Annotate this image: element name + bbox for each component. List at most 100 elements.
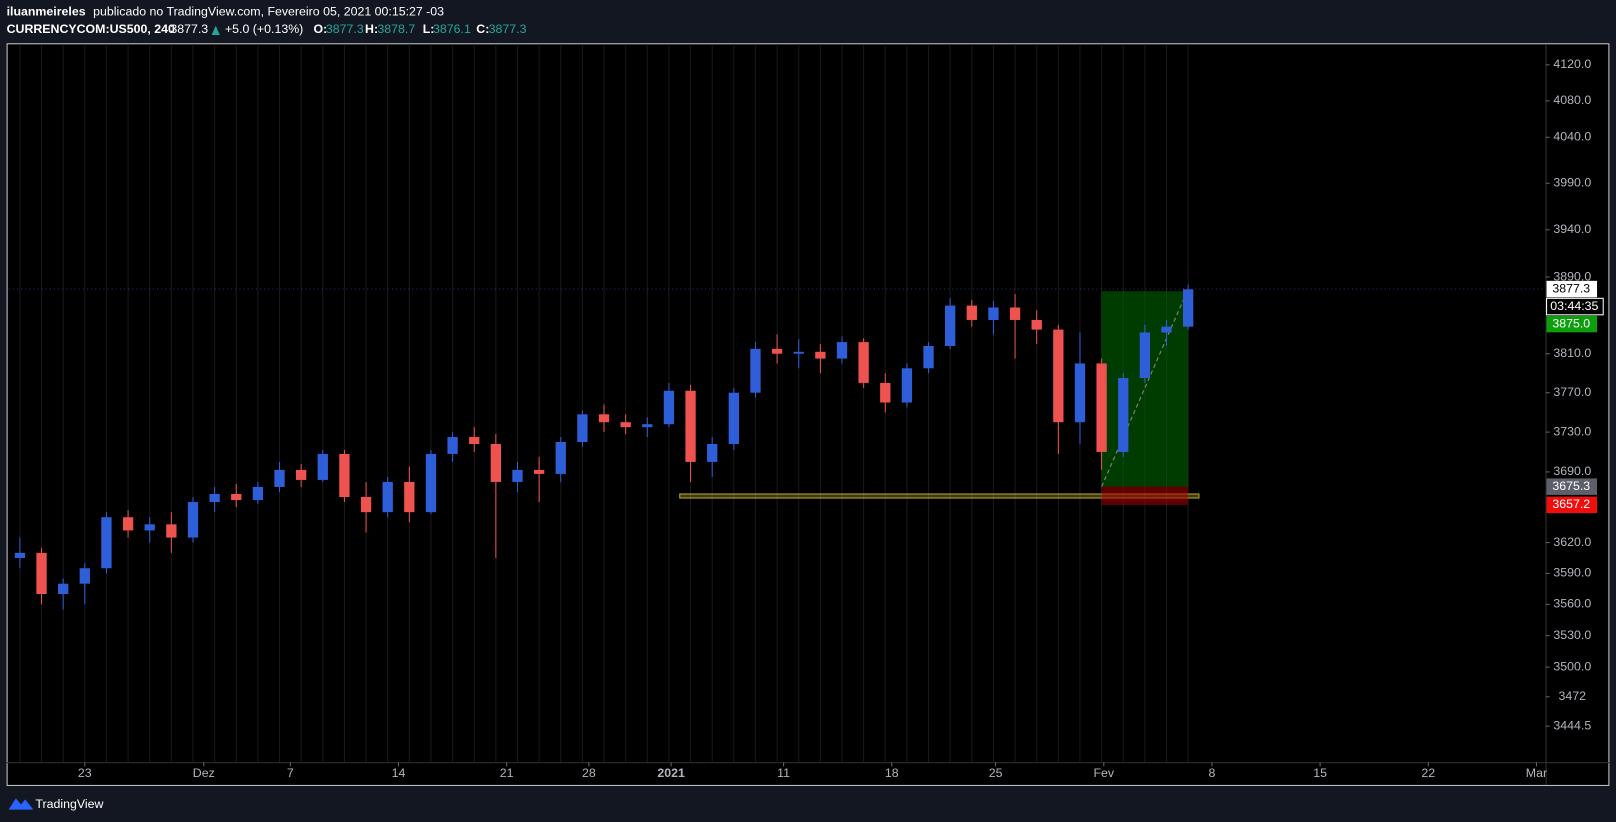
candle-body bbox=[1118, 378, 1129, 452]
up-arrow bbox=[211, 25, 220, 36]
y-tick-label: 3500.0 bbox=[1553, 659, 1591, 673]
x-tick-label: 21 bbox=[500, 766, 514, 780]
last-price-bg bbox=[1546, 280, 1598, 298]
candle-body bbox=[966, 305, 977, 320]
candle-body bbox=[858, 342, 869, 383]
candle-body bbox=[815, 351, 826, 359]
ohlc-label: L: bbox=[423, 22, 435, 36]
candle-body bbox=[296, 469, 307, 480]
y-tick-label: 3810.0 bbox=[1553, 346, 1591, 360]
candle-body bbox=[317, 453, 328, 480]
candle-body bbox=[339, 453, 350, 498]
x-tick-label: 7 bbox=[287, 766, 294, 780]
change: +5.0 (+0.13%) bbox=[225, 22, 303, 36]
x-tick-label: 11 bbox=[777, 766, 790, 780]
candle-body bbox=[707, 443, 718, 462]
last: 3877.3 bbox=[170, 22, 208, 36]
x-tick-label: Mar bbox=[1526, 766, 1547, 780]
candle-body bbox=[577, 414, 588, 443]
candle-body bbox=[404, 481, 415, 513]
y-tick-label: 4040.0 bbox=[1553, 130, 1591, 144]
candle-body bbox=[685, 390, 696, 462]
y-tick-label: 3620.0 bbox=[1553, 535, 1591, 549]
author: iluanmeireles bbox=[7, 5, 86, 19]
ohlc-label: C: bbox=[476, 22, 489, 36]
y-tick-label: 3444.5 bbox=[1553, 718, 1591, 732]
candle-body bbox=[58, 583, 69, 595]
target-price-bg bbox=[1546, 315, 1598, 333]
brand: TradingView bbox=[35, 797, 103, 811]
publish-line: iluanmeireles publicado no TradingView.c… bbox=[7, 5, 445, 19]
candle-body bbox=[620, 422, 631, 428]
ohlc-value: 3877.3 bbox=[489, 22, 527, 36]
x-tick-label: 14 bbox=[392, 766, 406, 780]
stop-price: 3657.2 bbox=[1552, 497, 1590, 511]
entry-price-bg bbox=[1546, 478, 1598, 495]
candle-body bbox=[793, 351, 804, 354]
x-tick-label: 18 bbox=[885, 766, 899, 780]
last-price: 3877.3 bbox=[1552, 281, 1590, 295]
candle-body bbox=[252, 486, 264, 501]
candle-body bbox=[166, 524, 177, 538]
y-tick-label: 3690.0 bbox=[1553, 464, 1591, 478]
candle-body bbox=[1182, 289, 1194, 327]
x-tick-label: 8 bbox=[1209, 766, 1216, 780]
logo-icon bbox=[8, 798, 34, 810]
candle-body bbox=[14, 552, 26, 558]
support-zone bbox=[679, 493, 1200, 499]
y-tick-label: 3770.0 bbox=[1553, 385, 1591, 399]
candle-body bbox=[512, 469, 523, 482]
candle-body bbox=[750, 348, 761, 393]
ohlc-value: 3876.1 bbox=[433, 22, 471, 36]
candle-body bbox=[1074, 363, 1086, 423]
candle-body bbox=[101, 517, 112, 569]
candle-body bbox=[1009, 307, 1021, 320]
candle-body bbox=[79, 568, 90, 584]
candle-body bbox=[231, 493, 242, 501]
x-tick-label: 28 bbox=[582, 766, 596, 780]
y-tick-label: 3990.0 bbox=[1553, 176, 1591, 190]
plot: 4120.0 4080.0 4040.0 3990.0 3940.0 3890.0 3810… bbox=[8, 44, 1604, 780]
ohlc-label: H: bbox=[365, 22, 378, 36]
candle-body bbox=[598, 414, 610, 423]
x-tick-label: 23 bbox=[78, 766, 92, 780]
candle-body bbox=[945, 305, 956, 346]
candle-body bbox=[663, 390, 675, 425]
candle-body bbox=[555, 442, 566, 474]
candle-body bbox=[1053, 329, 1064, 423]
x-tick-label: 15 bbox=[1313, 766, 1327, 780]
y-tick-label: 3730.0 bbox=[1553, 424, 1591, 438]
loss-zone bbox=[1101, 486, 1189, 505]
target-price: 3875.0 bbox=[1552, 316, 1590, 330]
symbol: CURRENCYCOM:US500, 240 bbox=[7, 22, 175, 36]
y-tick-label: 4080.0 bbox=[1553, 93, 1591, 107]
published: publicado no TradingView.com, Fevereiro … bbox=[93, 5, 444, 19]
entry-price: 3675.3 bbox=[1552, 479, 1590, 493]
ohlc-label: O: bbox=[314, 22, 328, 36]
candle-body bbox=[469, 437, 480, 444]
candle-body bbox=[187, 502, 199, 538]
candle-body bbox=[382, 481, 393, 513]
candle-body bbox=[533, 469, 545, 474]
x-tick-label: 25 bbox=[989, 766, 1003, 780]
candle-body bbox=[144, 524, 155, 531]
candle-body bbox=[771, 348, 783, 354]
stop-price-bg bbox=[1546, 496, 1598, 514]
y-tick-label: 3560.0 bbox=[1553, 597, 1591, 611]
x-tick-label: 22 bbox=[1421, 766, 1435, 780]
candle-body bbox=[425, 453, 437, 513]
chart-frame bbox=[6, 43, 1610, 786]
candle-body bbox=[923, 345, 934, 369]
candle-body bbox=[490, 443, 502, 482]
ohlc-legend: O:3877.3 H: 3878.7 L:3876.1 C: 3877.3 bbox=[314, 22, 527, 36]
x-tick-label: Fev bbox=[1093, 766, 1114, 780]
candle-body bbox=[1161, 326, 1172, 333]
y-tick-label: 3590.0 bbox=[1553, 566, 1591, 580]
x-tick-label: Dez bbox=[193, 766, 215, 780]
candle-body bbox=[728, 392, 739, 444]
ohlc-value: 3878.7 bbox=[377, 22, 415, 36]
y-tick-label: 3530.0 bbox=[1553, 628, 1591, 642]
countdown-bg bbox=[1546, 297, 1604, 316]
y-tick-label: 3940.0 bbox=[1553, 222, 1591, 236]
